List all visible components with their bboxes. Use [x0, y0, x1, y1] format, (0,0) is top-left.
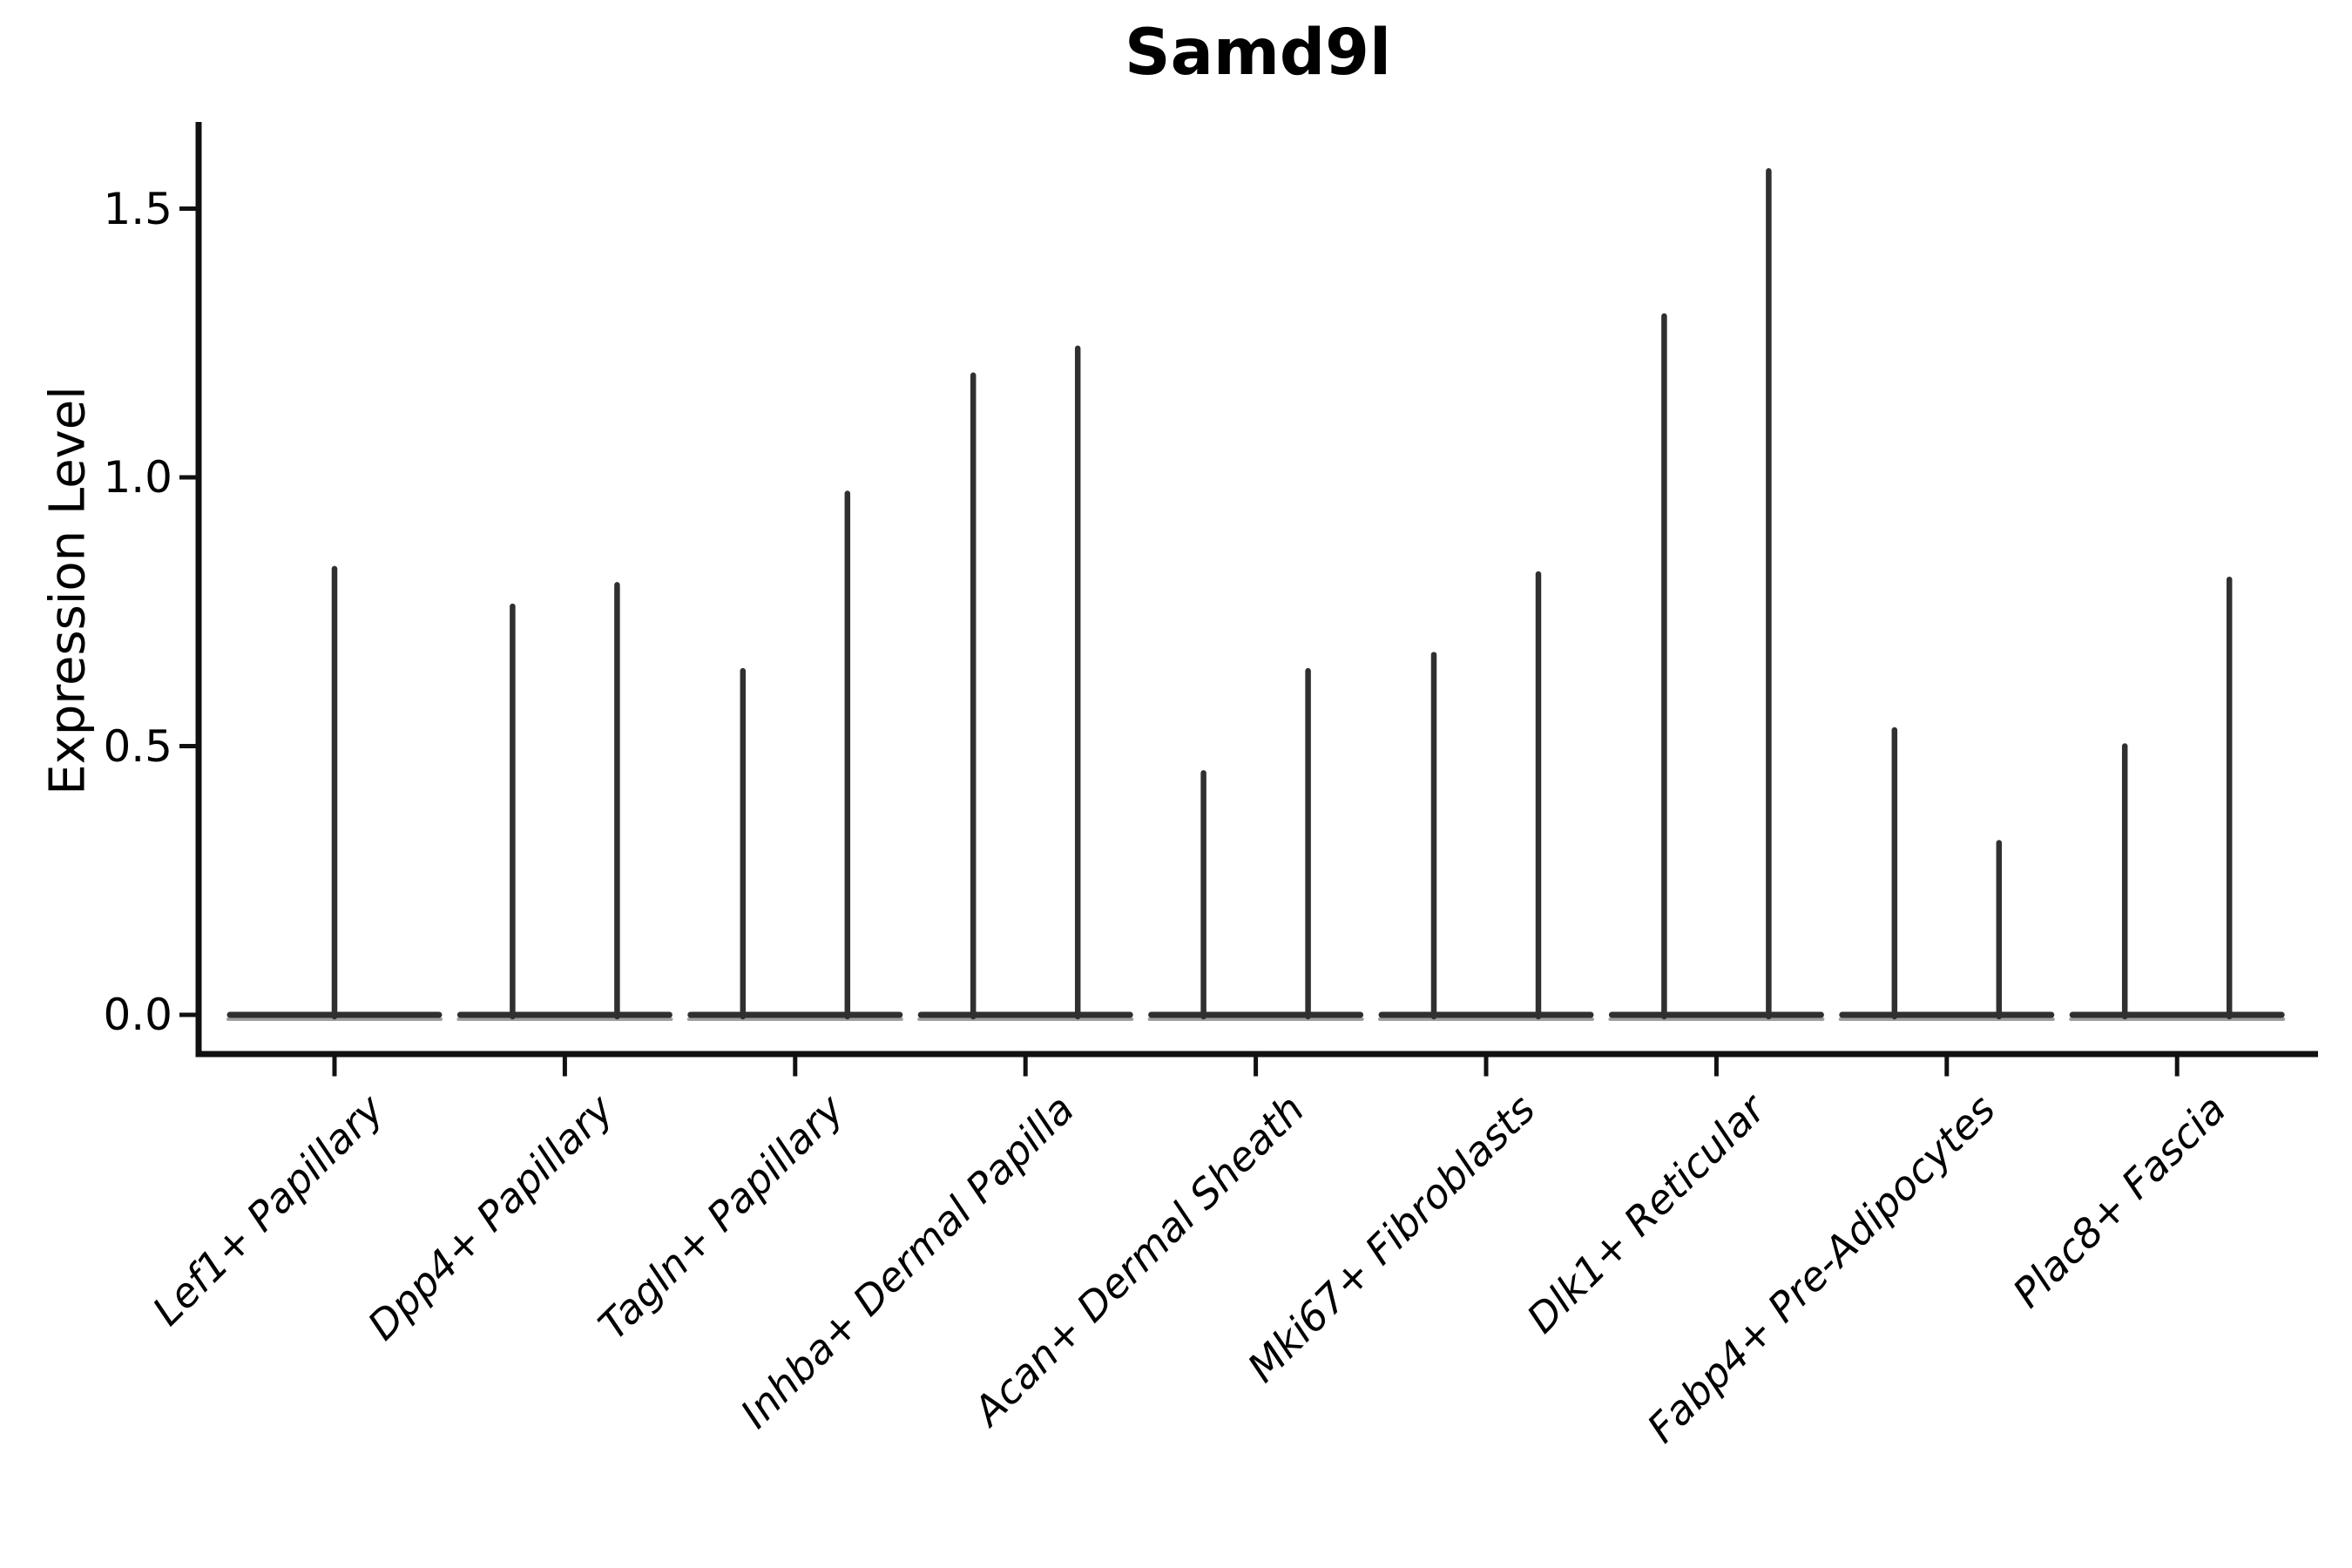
y-tick-label: 0.0	[103, 990, 172, 1040]
plot-title: Samd9l	[1125, 16, 1391, 90]
y-tick-label: 0.5	[103, 720, 172, 772]
y-tick-label: 1.0	[103, 452, 172, 503]
y-tick-label: 1.5	[103, 183, 172, 234]
